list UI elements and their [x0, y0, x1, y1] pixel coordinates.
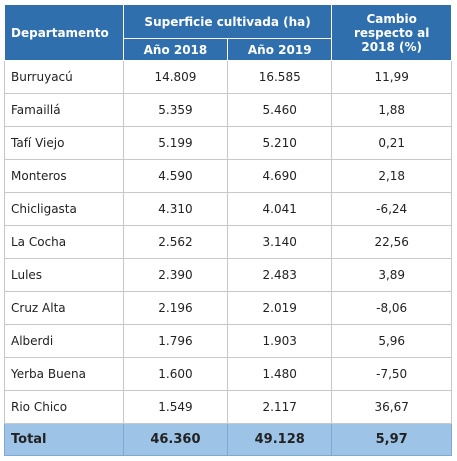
- data-table: Departamento Superficie cultivada (ha) C…: [4, 4, 452, 456]
- table-row: Famaillá 5.359 5.460 1,88: [4, 93, 452, 127]
- table-cell: 36,67: [331, 390, 452, 424]
- table-row: Cruz Alta 2.196 2.019 -8,06: [4, 291, 452, 325]
- table-cell: 2.390: [122, 258, 229, 292]
- table-cell: Lules: [4, 258, 124, 292]
- table-cell: -7,50: [331, 357, 452, 391]
- table-cell: Tafí Viejo: [4, 126, 124, 160]
- header-cell: Año 2019: [227, 38, 333, 61]
- table-cell: 4.690: [227, 159, 333, 193]
- total-row: Total 46.360 49.128 5,97: [4, 423, 452, 456]
- header-row: Departamento Superficie cultivada (ha) C…: [4, 4, 452, 61]
- table-row: Alberdi 1.796 1.903 5,96: [4, 324, 452, 358]
- table-cell: 5,97: [331, 423, 452, 456]
- table-cell: 4.041: [227, 192, 333, 226]
- table-cell: Alberdi: [4, 324, 124, 358]
- table-cell: Total: [4, 423, 124, 456]
- table-cell: Monteros: [4, 159, 124, 193]
- table-cell: 5.199: [122, 126, 229, 160]
- header-cell: Departamento: [4, 4, 124, 61]
- table-row: Monteros 4.590 4.690 2,18: [4, 159, 452, 193]
- table-cell: 2,18: [331, 159, 452, 193]
- table-cell: 2.196: [122, 291, 229, 325]
- table-cell: 1.600: [122, 357, 229, 391]
- table-cell: 0,21: [331, 126, 452, 160]
- table-body: Burruyacú 14.809 16.585 11,99 Famaillá 5.359 5…: [4, 60, 452, 456]
- table-cell: 3.140: [227, 225, 333, 259]
- table-cell: Chicligasta: [4, 192, 124, 226]
- table-cell: 16.585: [227, 60, 333, 94]
- table-cell: Cruz Alta: [4, 291, 124, 325]
- table-cell: 4.310: [122, 192, 229, 226]
- table-cell: La Cocha: [4, 225, 124, 259]
- table-cell: -8,06: [331, 291, 452, 325]
- table-cell: 1.480: [227, 357, 333, 391]
- table-row: Burruyacú 14.809 16.585 11,99: [4, 60, 452, 94]
- table-row: Rio Chico 1.549 2.117 36,67: [4, 390, 452, 424]
- table-cell: Yerba Buena: [4, 357, 124, 391]
- table-cell: 46.360: [122, 423, 229, 456]
- table-cell: 5.359: [122, 93, 229, 127]
- table-row: La Cocha 2.562 3.140 22,56: [4, 225, 452, 259]
- table-cell: 5,96: [331, 324, 452, 358]
- table-cell: 1,88: [331, 93, 452, 127]
- table-cell: 11,99: [331, 60, 452, 94]
- table-cell: Rio Chico: [4, 390, 124, 424]
- table-cell: 2.019: [227, 291, 333, 325]
- table-cell: 22,56: [331, 225, 452, 259]
- header-cell: Superficie cultivada (ha): [122, 4, 333, 39]
- table-cell: 3,89: [331, 258, 452, 292]
- table-cell: 2.117: [227, 390, 333, 424]
- table-cell: 4.590: [122, 159, 229, 193]
- table-cell: 2.562: [122, 225, 229, 259]
- table-cell: 5.460: [227, 93, 333, 127]
- table-cell: 1.796: [122, 324, 229, 358]
- table-cell: 1.903: [227, 324, 333, 358]
- table-cell: 5.210: [227, 126, 333, 160]
- table-row: Yerba Buena 1.600 1.480 -7,50: [4, 357, 452, 391]
- header-cell: Cambio respecto al 2018 (%): [331, 4, 452, 61]
- header-row: Año 2018 Año 2019: [5, 38, 452, 61]
- table-row: Tafí Viejo 5.199 5.210 0,21: [4, 126, 452, 160]
- table-cell: Famaillá: [4, 93, 124, 127]
- table-cell: 1.549: [122, 390, 229, 424]
- table-row: Chicligasta 4.310 4.041 -6,24: [4, 192, 452, 226]
- table-cell: 14.809: [122, 60, 229, 94]
- header-cell: Año 2018: [122, 38, 229, 61]
- table-row: Lules 2.390 2.483 3,89: [4, 258, 452, 292]
- table-cell: 49.128: [227, 423, 333, 456]
- table-cell: 2.483: [227, 258, 333, 292]
- table-cell: -6,24: [331, 192, 452, 226]
- table-cell: Burruyacú: [4, 60, 124, 94]
